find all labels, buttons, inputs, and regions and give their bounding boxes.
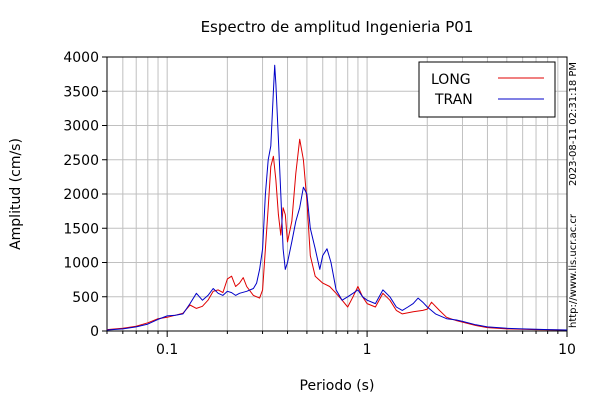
x-tick-label: 1 <box>363 342 372 358</box>
series-line-long <box>106 138 568 331</box>
y-tick-label: 3000 <box>63 119 99 135</box>
y-tick-label: 1500 <box>63 221 99 237</box>
x-tick-label: 0.1 <box>156 342 178 358</box>
x-tick-label: 10 <box>558 342 576 358</box>
y-tick-label: 1000 <box>63 256 99 272</box>
source-url-label: http://www.lis.ucr.ac.cr <box>568 214 579 328</box>
series-line-tran <box>106 64 568 331</box>
y-tick-label: 3500 <box>63 84 99 100</box>
y-tick-label: 0 <box>90 324 99 340</box>
x-axis-label: Periodo (s) <box>300 378 375 394</box>
timestamp-label: 2023-08-11 02:31:18 PM <box>568 61 579 186</box>
legend-label-long: LONG <box>431 72 471 88</box>
y-tick-label: 500 <box>72 290 99 306</box>
y-tick-label: 4000 <box>63 50 99 66</box>
legend: LONG TRAN <box>418 61 556 118</box>
y-tick-label: 2000 <box>63 187 99 203</box>
y-axis-label: Amplitud (cm/s) <box>8 138 24 250</box>
series-layer <box>106 64 568 331</box>
legend-box <box>418 61 556 118</box>
chart-title: Espectro de amplitud Ingenieria P01 <box>201 18 474 36</box>
axis-layer: 0 500 1000 1500 2000 2500 3000 3500 4000 0.1 1 10 <box>63 50 576 358</box>
y-tick-label: 2500 <box>63 153 99 169</box>
legend-label-tran: TRAN <box>434 92 473 108</box>
